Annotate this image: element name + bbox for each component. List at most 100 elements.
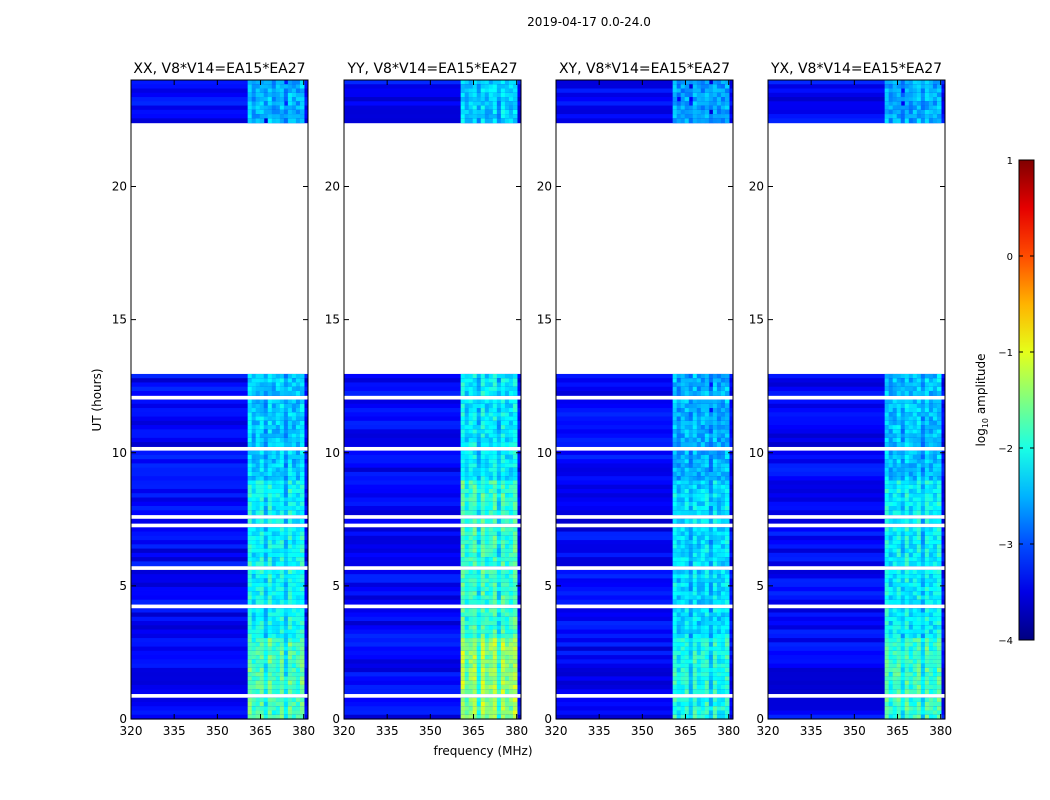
- heatmap-cell: [500, 689, 506, 695]
- heatmap-cell: [672, 552, 678, 558]
- heatmap-cell: [892, 488, 898, 494]
- heatmap-cell: [692, 390, 698, 396]
- heatmap-cell: [900, 488, 906, 494]
- heatmap-cell: [247, 557, 253, 562]
- heatmap-cell: [295, 114, 301, 119]
- heatmap-cell: [672, 621, 678, 626]
- heatmap-row: [768, 527, 945, 533]
- heatmap-cell: [908, 621, 914, 626]
- heatmap-cell: [888, 390, 894, 396]
- heatmap-cell: [251, 403, 257, 409]
- heatmap-cell: [920, 621, 926, 626]
- heatmap-cell: [688, 676, 694, 682]
- heatmap-cell: [696, 480, 702, 486]
- heatmap-cell: [287, 484, 293, 490]
- heatmap-cell: [504, 378, 510, 384]
- heatmap-cell: [247, 544, 253, 550]
- heatmap-cell: [672, 684, 678, 690]
- heatmap-cell: [279, 531, 285, 537]
- heatmap-cell: [299, 416, 305, 422]
- heatmap-row: [131, 80, 308, 85]
- heatmap-cell: [700, 97, 706, 102]
- heatmap-cell: [708, 608, 714, 614]
- heatmap-cell: [279, 510, 285, 516]
- heatmap-cell: [472, 608, 478, 614]
- heatmap-cell: [508, 114, 514, 119]
- heatmap-cell: [468, 659, 474, 665]
- heatmap-cell: [271, 412, 277, 418]
- heatmap-cell: [908, 574, 914, 580]
- heatmap-cell: [472, 386, 478, 392]
- heatmap-cell: [255, 544, 261, 550]
- heatmap-cell: [688, 454, 694, 460]
- heatmap-cell: [704, 595, 710, 601]
- heatmap-cell: [904, 437, 910, 443]
- heatmap-cell: [928, 408, 934, 413]
- heatmap-cell: [255, 578, 261, 584]
- heatmap-cell: [680, 378, 686, 384]
- heatmap-cell: [904, 621, 910, 626]
- heatmap-cell: [472, 672, 478, 677]
- heatmap-cell: [704, 390, 710, 396]
- heatmap-cell: [484, 459, 490, 464]
- heatmap-cell: [720, 586, 726, 592]
- heatmap-cell: [468, 638, 474, 643]
- heatmap-row: [768, 416, 945, 422]
- heatmap-cell: [676, 697, 682, 703]
- heatmap-row: [768, 667, 945, 673]
- heatmap-cell: [920, 454, 926, 460]
- heatmap-cell: [476, 399, 482, 405]
- heatmap-cell: [496, 684, 502, 690]
- heatmap-cell: [299, 501, 305, 507]
- heatmap-cell: [720, 680, 726, 686]
- heatmap-cell: [720, 557, 726, 562]
- heatmap-cell: [904, 459, 910, 464]
- heatmap-cell: [287, 608, 293, 614]
- heatmap-cell: [460, 531, 466, 537]
- heatmap-cell: [904, 659, 910, 665]
- heatmap-row: [768, 518, 945, 524]
- heatmap-cell: [888, 540, 894, 545]
- heatmap-cell: [908, 84, 914, 90]
- heatmap-cell: [267, 680, 273, 686]
- heatmap-cell: [488, 591, 494, 597]
- heatmap-row: [768, 484, 945, 490]
- heatmap-row: [131, 616, 308, 622]
- heatmap-cell: [472, 582, 478, 588]
- heatmap-cell: [884, 595, 890, 601]
- heatmap-cell: [259, 672, 265, 677]
- heatmap-cell: [291, 706, 297, 712]
- heatmap-cell: [299, 386, 305, 392]
- heatmap-cell: [299, 403, 305, 409]
- heatmap-cell: [924, 629, 930, 635]
- heatmap-cell: [259, 586, 265, 592]
- heatmap-cell: [716, 663, 722, 669]
- heatmap-cell: [267, 663, 273, 669]
- heatmap-cell: [688, 672, 694, 677]
- heatmap-cell: [484, 454, 490, 460]
- heatmap-row: [344, 373, 521, 379]
- heatmap-cell: [480, 629, 486, 635]
- heatmap-cell: [888, 621, 894, 626]
- heatmap-cell: [688, 373, 694, 379]
- heatmap-cell: [688, 80, 694, 85]
- heatmap-cell: [492, 612, 498, 618]
- heatmap-cell: [512, 552, 518, 558]
- heatmap-cell: [468, 599, 474, 605]
- heatmap-cell: [928, 497, 934, 503]
- heatmap-cell: [724, 650, 730, 656]
- heatmap-row: [131, 710, 308, 716]
- heatmap-cell: [928, 463, 934, 469]
- heatmap-cell: [460, 586, 466, 592]
- heatmap-cell: [712, 582, 718, 588]
- heatmap-cell: [291, 488, 297, 494]
- heatmap-row: [344, 625, 521, 631]
- heatmap-cell: [884, 493, 890, 499]
- heatmap-cell: [692, 650, 698, 656]
- heatmap-cell: [480, 557, 486, 562]
- heatmap-cell: [480, 416, 486, 422]
- heatmap-row: [131, 399, 308, 405]
- heatmap-cell: [884, 463, 890, 469]
- heatmap-cell: [508, 109, 514, 115]
- heatmap-cell: [896, 399, 902, 405]
